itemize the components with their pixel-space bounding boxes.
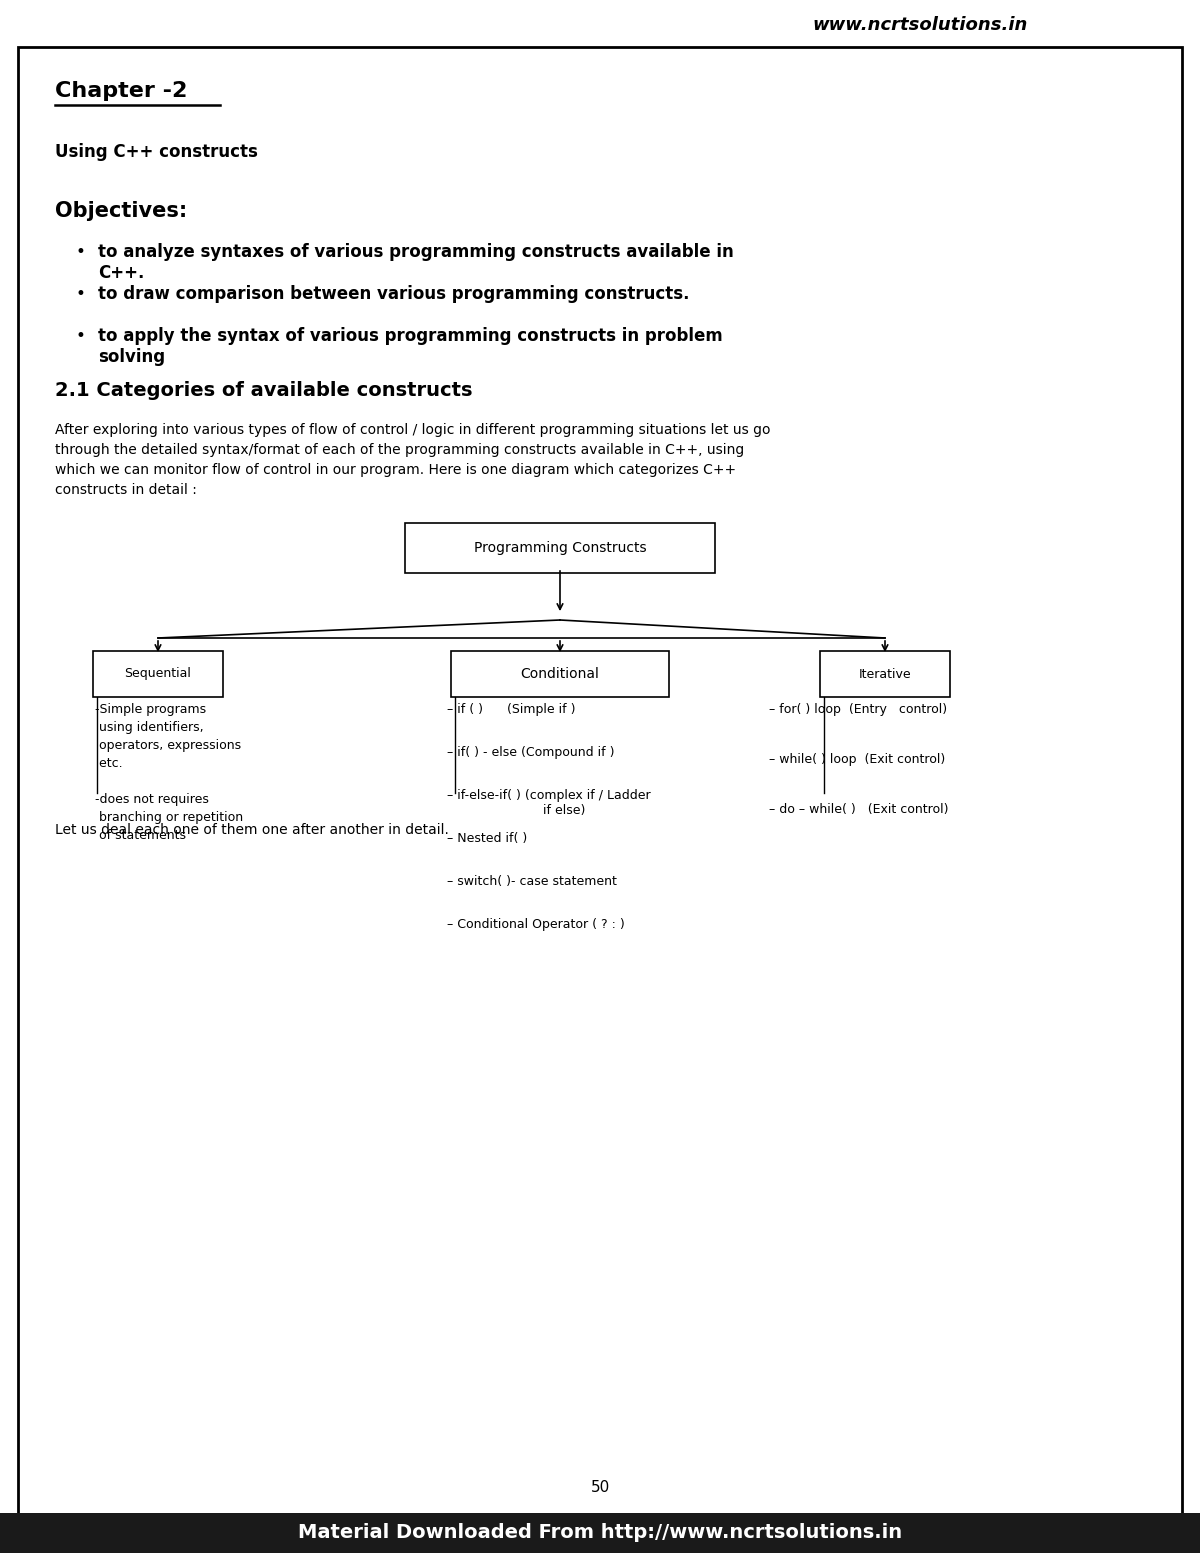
Text: – Nested if( ): – Nested if( ) <box>446 832 527 845</box>
FancyBboxPatch shape <box>94 651 223 697</box>
Text: – if ( )      (Simple if ): – if ( ) (Simple if ) <box>446 704 576 716</box>
FancyBboxPatch shape <box>406 523 715 573</box>
Text: •: • <box>74 328 85 345</box>
Text: Programming Constructs: Programming Constructs <box>474 540 647 554</box>
FancyBboxPatch shape <box>820 651 950 697</box>
Text: – if-else-if( ) (complex if / Ladder
                        if else): – if-else-if( ) (complex if / Ladder if … <box>446 789 650 817</box>
Text: www.ncrtsolutions.in: www.ncrtsolutions.in <box>812 16 1027 34</box>
Text: After exploring into various types of flow of control / logic in different progr: After exploring into various types of fl… <box>55 422 770 497</box>
Text: 2.1 Categories of available constructs: 2.1 Categories of available constructs <box>55 380 473 401</box>
Text: Conditional: Conditional <box>521 666 600 682</box>
Text: Objectives:: Objectives: <box>55 200 187 221</box>
FancyBboxPatch shape <box>18 47 1182 1516</box>
Text: to apply the syntax of various programming constructs in problem
solving: to apply the syntax of various programmi… <box>98 328 722 367</box>
Text: 50: 50 <box>590 1480 610 1496</box>
Text: – do – while( )   (Exit control): – do – while( ) (Exit control) <box>769 803 948 815</box>
Text: •: • <box>74 286 85 303</box>
Text: to analyze syntaxes of various programming constructs available in
C++.: to analyze syntaxes of various programmi… <box>98 242 733 281</box>
Text: •: • <box>74 242 85 261</box>
Text: Let us deal each one of them one after another in detail.: Let us deal each one of them one after a… <box>55 823 449 837</box>
Text: – while( ) loop  (Exit control): – while( ) loop (Exit control) <box>769 753 946 766</box>
Text: Using C++ constructs: Using C++ constructs <box>55 143 258 162</box>
Text: to draw comparison between various programming constructs.: to draw comparison between various progr… <box>98 286 690 303</box>
Text: Material Downloaded From http://www.ncrtsolutions.in: Material Downloaded From http://www.ncrt… <box>298 1523 902 1542</box>
Text: Chapter -2: Chapter -2 <box>55 81 187 101</box>
Text: – Conditional Operator ( ? : ): – Conditional Operator ( ? : ) <box>446 918 625 930</box>
FancyBboxPatch shape <box>0 1513 1200 1553</box>
Text: – for( ) loop  (Entry   control): – for( ) loop (Entry control) <box>769 704 947 716</box>
Text: – switch( )- case statement: – switch( )- case statement <box>446 874 617 888</box>
Text: Iterative: Iterative <box>859 668 911 680</box>
Text: – if( ) - else (Compound if ): – if( ) - else (Compound if ) <box>446 745 614 759</box>
FancyBboxPatch shape <box>451 651 670 697</box>
Text: Sequential: Sequential <box>125 668 192 680</box>
Text: -Simple programs
 using identifiers,
 operators, expressions
 etc.

-does not re: -Simple programs using identifiers, oper… <box>95 704 244 842</box>
